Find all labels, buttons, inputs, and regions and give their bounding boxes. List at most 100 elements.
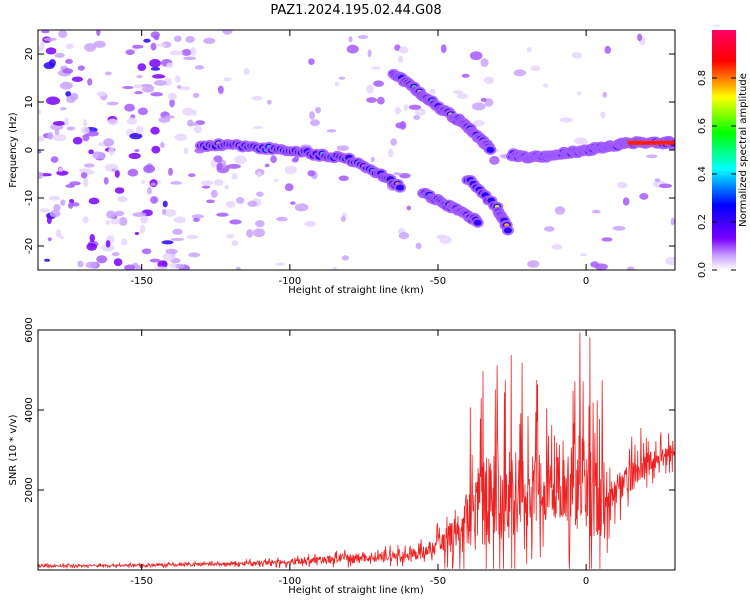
noise-blob [58,167,63,172]
noise-blob [38,171,44,179]
noise-blob [645,154,658,159]
noise-blob [77,65,85,71]
noise-blob [114,169,120,178]
noise-blob [612,225,626,231]
noise-blob [47,237,52,242]
noise-blob [293,156,299,162]
noise-blob [225,200,236,208]
noise-blob [108,146,115,156]
noise-blob [340,216,346,222]
noise-blob [38,109,42,115]
noise-blob [161,208,167,216]
noise-blob [542,83,549,88]
noise-blob [472,119,485,127]
noise-blob [604,45,612,54]
noise-blob [658,183,672,189]
noise-blob [96,91,107,97]
noise-blob [252,125,264,129]
noise-blob [84,43,97,52]
noise-blob [456,93,469,100]
noise-blob [186,234,199,240]
noise-blob [137,107,148,116]
noise-blob [124,103,135,112]
noise-blob [284,183,294,192]
noise-blob [229,219,242,225]
y-tick-label: 6000 [24,317,35,342]
snr-ylabel: SNR (10 * v/v) [8,414,19,485]
noise-blob [59,235,65,239]
noise-blob [275,262,286,266]
noise-blob [217,85,224,94]
noise-blob [182,107,195,116]
colorbar-tick-label: 0.6 [697,118,708,134]
noise-blob [107,118,118,126]
noise-blob [403,104,409,112]
y-tick-label: 0 [24,147,35,153]
noise-blob [526,47,532,53]
noise-blob [80,126,90,135]
noise-blob [366,97,377,103]
noise-blob [266,99,272,105]
noise-blob [83,178,89,188]
noise-blob [194,125,202,134]
noise-blob [85,261,98,269]
noise-blob [390,138,398,146]
noise-blob [591,209,601,214]
noise-blob [82,119,88,128]
noise-blob [622,197,630,206]
noise-blob [188,252,201,258]
noise-blob [236,197,245,204]
noise-blob [48,195,61,201]
colorbar-tick-label: 0.8 [697,70,708,86]
noise-blob [151,145,161,154]
noise-blob [82,134,90,142]
noise-blob [307,170,316,177]
noise-blob [141,248,152,255]
noise-blob [193,217,200,222]
noise-blob [174,75,181,84]
ridge-core [473,219,482,226]
noise-blob [223,77,232,82]
noise-blob [226,233,235,239]
noise-blob [149,258,161,263]
noise-blob [106,101,119,106]
noise-blob [186,122,199,126]
noise-blob [162,252,176,261]
noise-blob [69,181,81,186]
noise-blob [72,136,83,145]
noise-blob [334,81,340,87]
noise-blob [141,216,146,224]
noise-blob [169,262,177,269]
noise-blob [78,168,92,173]
noise-blob [58,30,68,39]
noise-blob [150,196,159,204]
noise-blob [670,217,675,226]
noise-blob [183,147,189,155]
snr-series-line [38,332,675,570]
colorbar-tick-label: 0.2 [697,214,708,230]
noise-blob [68,199,75,204]
noise-blob [173,35,182,42]
noise-blob [104,71,112,76]
noise-blob [170,181,182,185]
noise-blob [544,226,555,232]
noise-blob [247,200,258,208]
noise-blob [429,88,436,95]
noise-blob [150,42,157,51]
noise-blob [172,228,183,235]
noise-blob [77,260,84,268]
noise-blob [120,238,128,246]
noise-blob [190,46,197,56]
noise-blob [143,38,151,43]
noise-blob [590,261,600,268]
noise-blob [192,109,197,116]
noise-blob [367,49,372,58]
noise-blob [394,107,402,115]
noise-blob [158,116,171,123]
snr-xlabel: Height of straight line (km) [288,585,424,596]
noise-blob [46,96,60,105]
noise-blob [132,212,147,217]
noise-blob [128,152,141,160]
noise-blob [154,266,168,270]
